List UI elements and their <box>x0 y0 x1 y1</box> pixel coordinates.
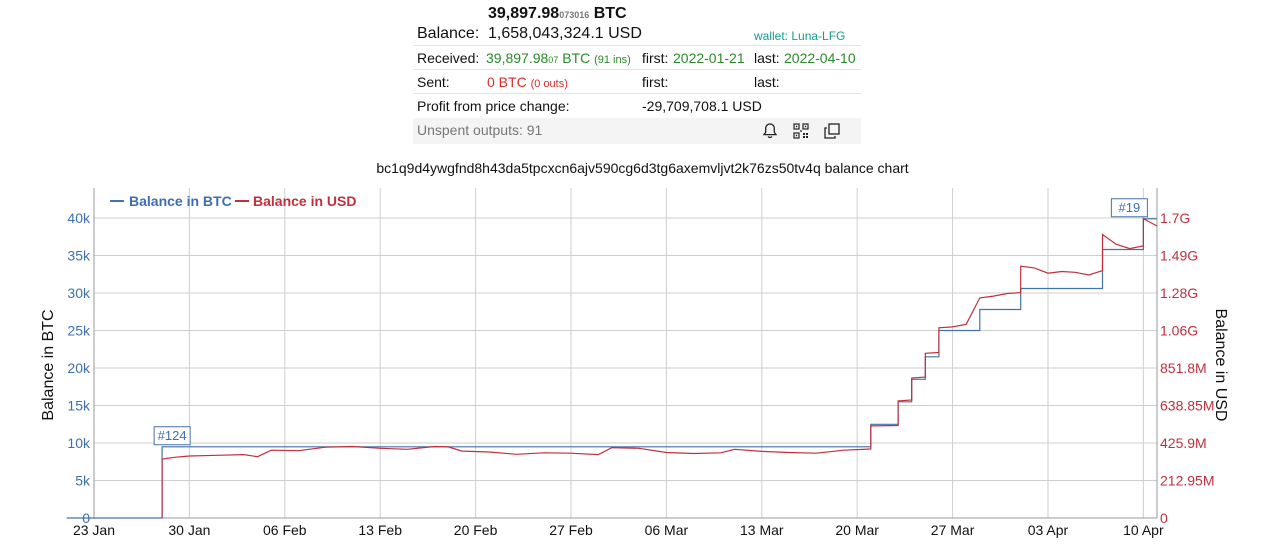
y-right-tick-label: 212.95M <box>1160 473 1214 489</box>
y-left-tick-label: 15k <box>67 398 91 414</box>
x-tick-label: 13 Mar <box>740 522 784 538</box>
transaction-annotation-box <box>153 426 191 446</box>
y-left-tick-label: 35k <box>67 248 91 264</box>
x-tick-label: 20 Feb <box>454 522 498 538</box>
btc-balance-main: 39,897.98 <box>488 5 560 22</box>
unspent-outputs: Unspent outputs: 91 <box>417 122 543 138</box>
x-tick-label: 30 Jan <box>168 522 210 538</box>
balance-usd: 1,658,043,324.1 USD <box>488 25 642 42</box>
sent-outs: (0 outs) <box>530 78 568 90</box>
profit-value: -29,709,708.1 USD <box>642 98 762 114</box>
x-tick-label: 10 Apr <box>1123 522 1164 538</box>
sent-last-label: last: <box>754 74 780 90</box>
wallet-link[interactable]: wallet: Luna-LFG <box>754 29 846 43</box>
x-tick-label: 27 Feb <box>549 522 593 538</box>
y-left-tick-label: 10k <box>67 435 91 451</box>
btc-balance-row: 39,897.98073016 BTC <box>413 0 861 24</box>
y-right-tick-label: 0 <box>1160 510 1168 526</box>
btc-unit: BTC <box>593 5 627 22</box>
x-tick-label: 03 Apr <box>1028 522 1069 538</box>
sent-first-label: first: <box>642 74 669 90</box>
y-left-tick-label: 20k <box>67 360 91 376</box>
first-received-date: 2022-01-21 <box>673 50 745 66</box>
profit-label: Profit from price change: <box>417 98 570 114</box>
qr-code-icon[interactable] <box>792 122 810 140</box>
received-unit: BTC <box>562 50 591 66</box>
transaction-annotation-box <box>1110 198 1148 218</box>
usd-balance-row: Balance: 1,658,043,324.1 USD wallet: Lun… <box>413 24 861 46</box>
y-right-tick-label: 1.49G <box>1160 248 1198 264</box>
y-right-tick-label: 1.7G <box>1160 210 1190 226</box>
y-left-tick-label: 30k <box>67 285 91 301</box>
x-tick-label: 23 Jan <box>73 522 115 538</box>
y-right-tick-label: 1.06G <box>1160 323 1198 339</box>
y-right-axis-title: Balance in USD <box>1212 309 1229 422</box>
sent-amount: 0 BTC <box>487 74 527 90</box>
y-left-tick-label: 5k <box>75 473 91 489</box>
x-tick-label: 06 Mar <box>645 522 689 538</box>
y-right-tick-label: 1.28G <box>1160 285 1198 301</box>
transaction-annotation-label: #19 <box>1119 200 1141 215</box>
last-label: last: <box>754 50 780 66</box>
bell-icon[interactable] <box>761 122 779 140</box>
usd-balance-line <box>161 217 1158 518</box>
chart-title: bc1q9d4ywgfnd8h43da5tpcxcn6ajv590cg6d3tg… <box>376 160 909 176</box>
received-ins: (91 ins) <box>594 54 631 66</box>
x-tick-label: 06 Feb <box>263 522 307 538</box>
y-left-axis-title: Balance in BTC <box>40 309 57 420</box>
first-label: first: <box>642 50 669 66</box>
x-tick-label: 20 Mar <box>835 522 879 538</box>
legend-btc-label: Balance in BTC <box>129 193 232 209</box>
y-right-tick-label: 425.9M <box>1160 435 1207 451</box>
sent-row: Sent: 0 BTC (0 outs) first: last: <box>413 70 861 94</box>
y-left-tick-label: 40k <box>67 210 91 226</box>
x-tick-label: 27 Mar <box>931 522 975 538</box>
legend-usd-label: Balance in USD <box>253 193 356 209</box>
address-summary: 39,897.98073016 BTC Balance: 1,658,043,3… <box>413 0 861 144</box>
last-received-date: 2022-04-10 <box>784 50 856 66</box>
profit-row: Profit from price change: -29,709,708.1 … <box>413 94 861 118</box>
y-right-tick-label: 851.8M <box>1160 360 1207 376</box>
sent-value: 0 BTC (0 outs) <box>487 74 568 90</box>
received-small-digits: 07 <box>548 55 559 65</box>
received-label: Received: <box>417 50 480 66</box>
copy-icon[interactable] <box>823 122 841 140</box>
received-row: Received: 39,897.9807 BTC (91 ins) first… <box>413 46 861 70</box>
btc-balance: 39,897.98073016 BTC <box>488 5 627 23</box>
sent-label: Sent: <box>417 74 450 90</box>
transaction-annotation-label: #124 <box>158 428 187 443</box>
unspent-row: Unspent outputs: 91 <box>413 118 861 144</box>
x-tick-label: 13 Feb <box>358 522 402 538</box>
y-right-tick-label: 638.85M <box>1160 398 1214 414</box>
y-left-tick-label: 25k <box>67 323 91 339</box>
received-main: 39,897.98 <box>486 50 549 66</box>
btc-balance-small-digits: 073016 <box>559 10 590 20</box>
balance-label: Balance: <box>417 25 480 42</box>
received-value: 39,897.9807 BTC (91 ins) <box>486 50 631 66</box>
